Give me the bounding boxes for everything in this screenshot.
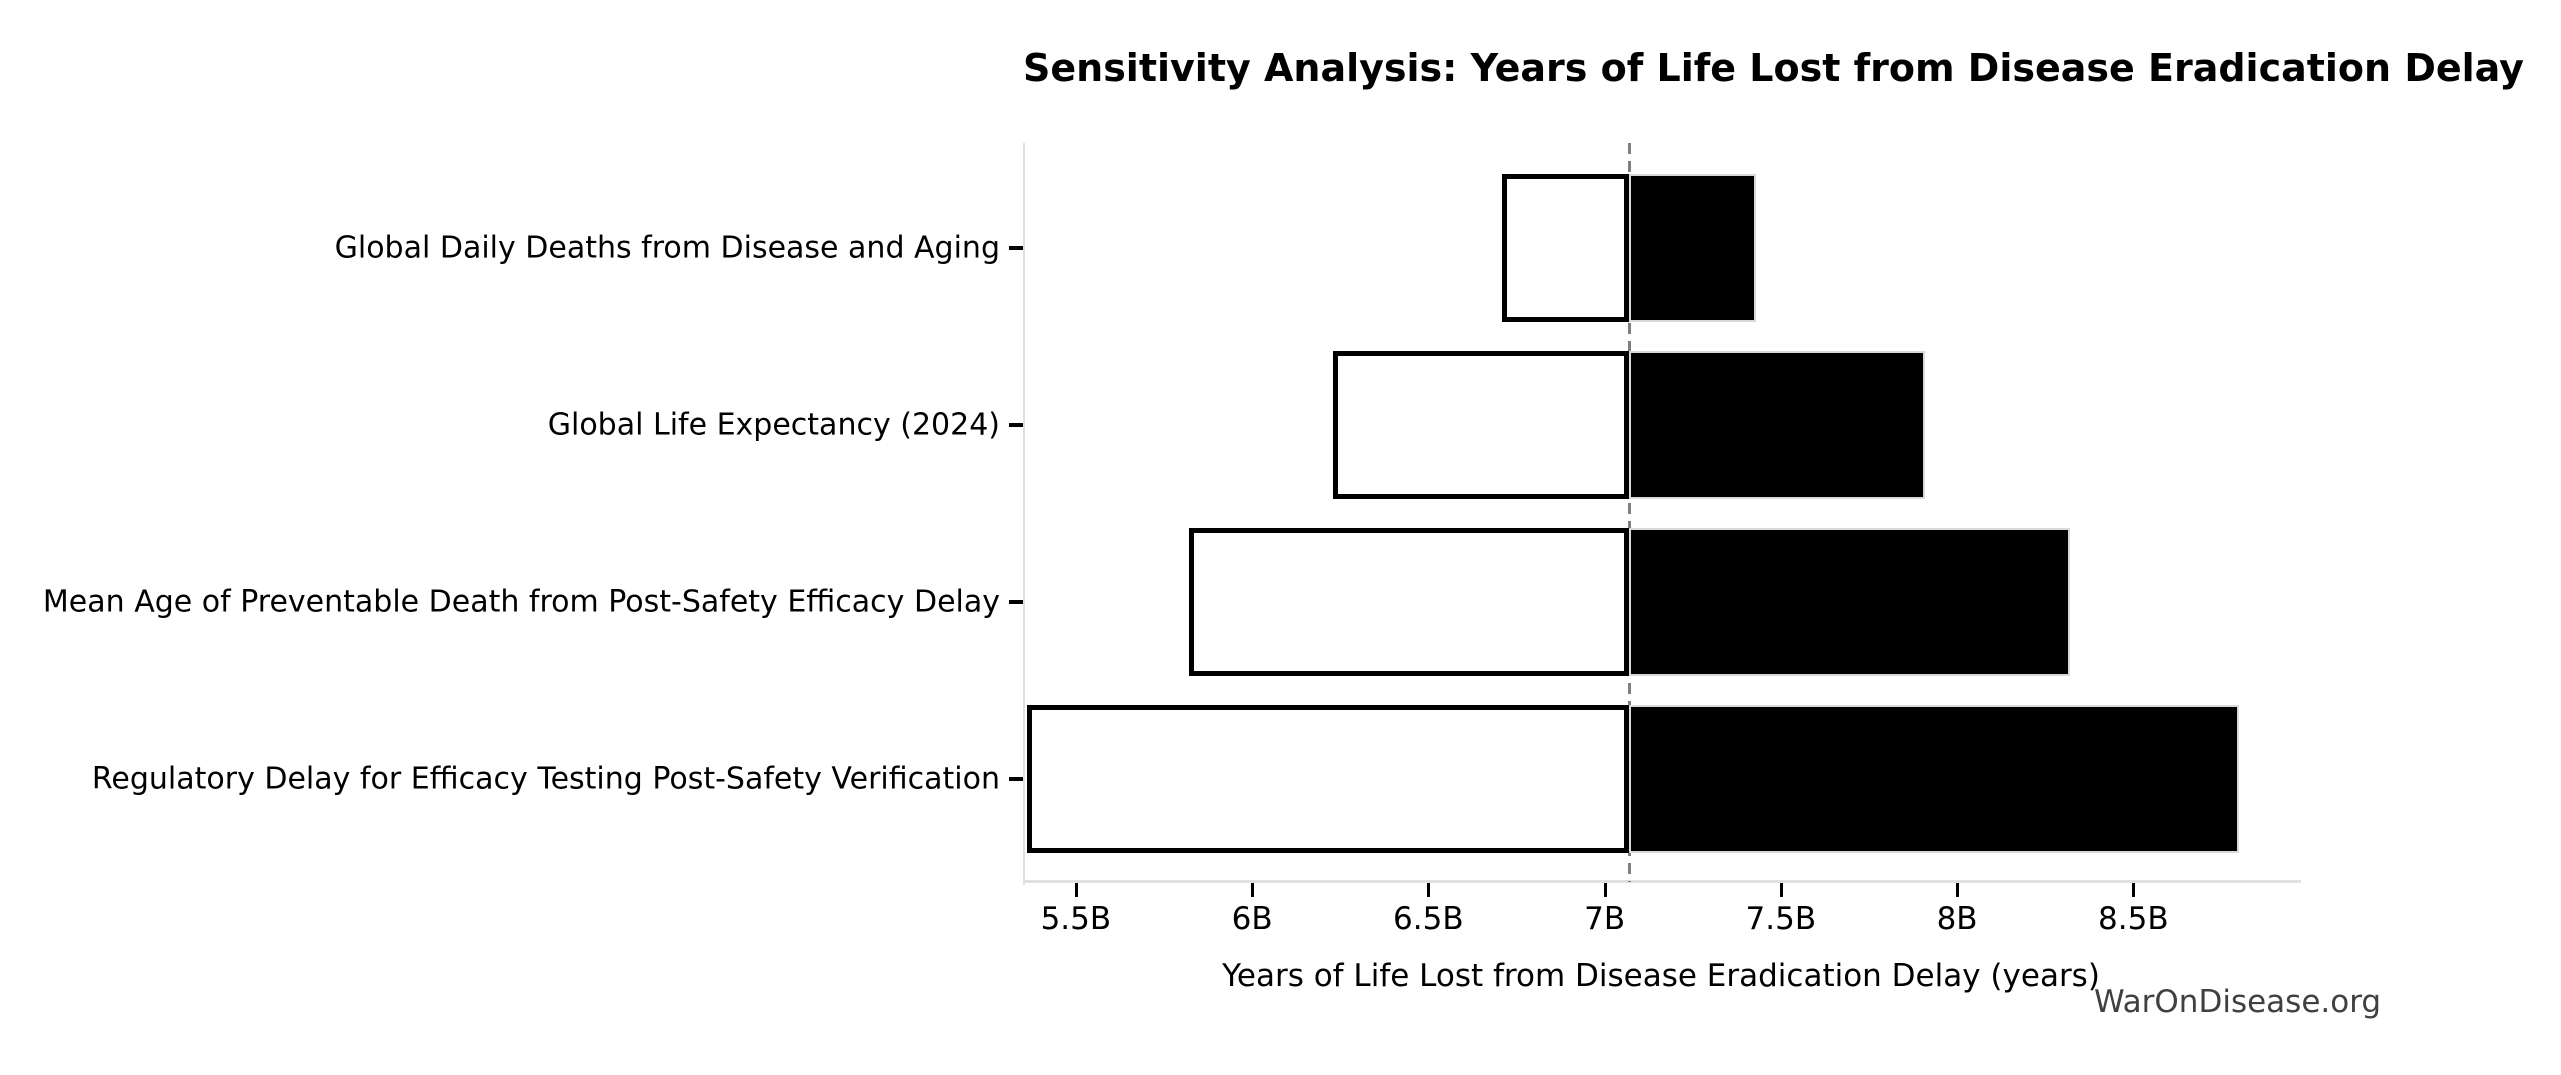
x-tick-mark [1251, 883, 1255, 897]
y-axis-label: Global Life Expectancy (2024) [547, 407, 1000, 443]
x-tick-label: 6B [1231, 901, 1273, 937]
x-tick-mark [1427, 883, 1431, 897]
y-tick-mark [1009, 246, 1023, 250]
chart-title: Sensitivity Analysis: Years of Life Lost… [1023, 46, 2524, 90]
y-tick-mark [1009, 777, 1023, 781]
y-tick-mark [1009, 423, 1023, 427]
y-tick-mark [1009, 600, 1023, 604]
y-axis-label: Mean Age of Preventable Death from Post-… [42, 584, 1000, 620]
x-tick-label: 8B [1936, 901, 1978, 937]
x-axis-label: Years of Life Lost from Disease Eradicat… [1222, 958, 2100, 994]
y-axis-spine [1023, 143, 1025, 885]
x-tick-label: 8.5B [2098, 901, 2169, 937]
bar-high-segment [1629, 705, 2240, 853]
x-tick-label: 7.5B [1745, 901, 1817, 937]
bar-high-segment [1629, 528, 2070, 676]
bar-low-segment [1502, 174, 1630, 322]
bar-low-segment [1333, 351, 1630, 499]
x-tick-mark [1956, 883, 1960, 897]
baseline-dashed-line [1628, 143, 1632, 882]
x-tick-label: 6.5B [1393, 901, 1464, 937]
bar-low-segment [1026, 705, 1630, 853]
watermark: WarOnDisease.org [2094, 984, 2382, 1020]
bar-high-segment [1629, 174, 1757, 322]
bar-high-segment [1629, 351, 1926, 499]
x-axis-spine [1023, 880, 2301, 883]
x-tick-mark [1074, 883, 1078, 897]
x-tick-label: 5.5B [1040, 901, 1112, 937]
x-tick-label: 7B [1584, 901, 1626, 937]
x-tick-mark [1779, 883, 1783, 897]
x-tick-mark [2132, 883, 2136, 897]
y-axis-label: Regulatory Delay for Efficacy Testing Po… [91, 761, 1000, 797]
x-tick-mark [1603, 883, 1607, 897]
bar-low-segment [1188, 528, 1630, 676]
y-axis-label: Global Daily Deaths from Disease and Agi… [334, 230, 1000, 266]
